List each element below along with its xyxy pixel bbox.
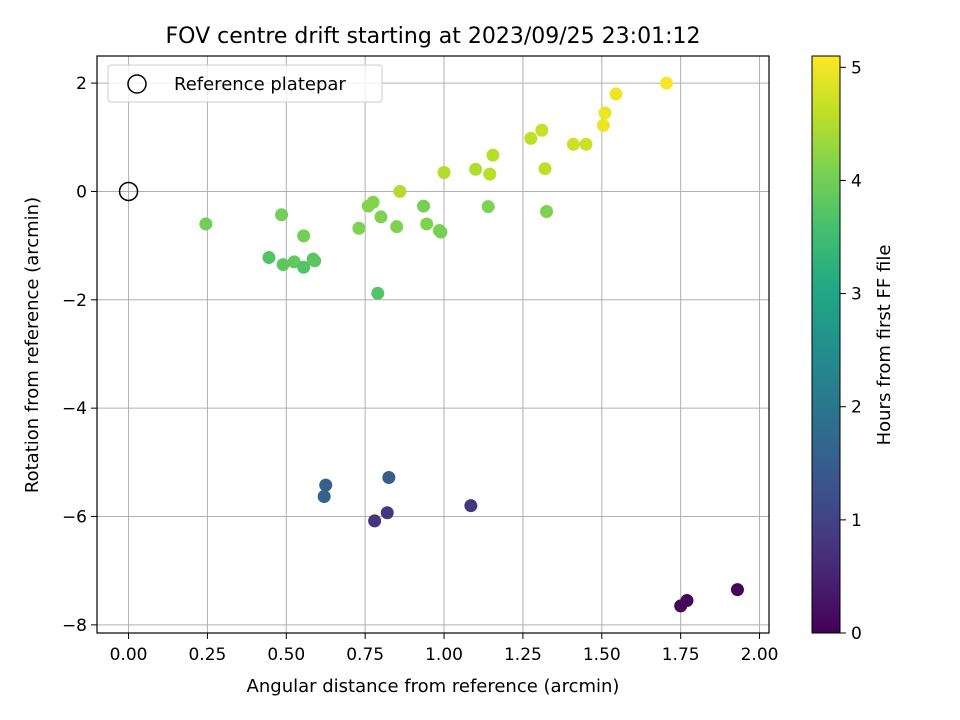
scatter-point (730, 583, 744, 597)
scatter-point (199, 217, 213, 231)
x-tick-label: 2.00 (741, 645, 779, 665)
scatter-point (420, 217, 434, 231)
colorbar: 0 1 2 3 4 5 Hours from first FF file (811, 55, 895, 644)
colorbar-tick-label: 0 (851, 624, 862, 644)
scatter-point (540, 204, 554, 218)
scatter-point (434, 225, 448, 239)
scatter-point (469, 162, 483, 176)
scatter-point (659, 76, 673, 90)
scatter-point (566, 137, 580, 151)
colorbar-label: Hours from first FF file (874, 245, 895, 446)
scatter-point (262, 251, 276, 265)
x-tick-label: 1.00 (425, 645, 463, 665)
scatter-point (579, 137, 593, 151)
scatter-point (524, 131, 538, 145)
scatter-point (483, 167, 497, 181)
scatter-point (674, 599, 688, 613)
legend-label: Reference platepar (174, 74, 346, 95)
scatter-point (393, 184, 407, 198)
scatter-point (352, 221, 366, 235)
scatter-point (287, 255, 301, 269)
scatter-point (535, 123, 549, 137)
scatter-point (598, 106, 612, 120)
colorbar-tick-label: 5 (851, 58, 862, 78)
legend: Reference platepar (107, 64, 383, 103)
x-tick-label: 1.50 (583, 645, 621, 665)
scatter-point (297, 229, 311, 243)
y-tick-label: −6 (62, 508, 87, 528)
scatter-point (317, 489, 331, 503)
scatter-point (275, 208, 289, 222)
scatter-point (382, 471, 396, 485)
scatter-point (486, 148, 500, 162)
x-tick-label: 0.75 (346, 645, 384, 665)
scatter-point (481, 200, 495, 214)
scatter-point (417, 199, 431, 213)
scatter-point (371, 286, 385, 300)
scatter-point (538, 162, 552, 176)
scatter-point (319, 478, 333, 492)
scatter-point (380, 506, 394, 520)
scatter-point (464, 499, 478, 513)
x-tick-label: 0.25 (188, 645, 226, 665)
colorbar-tick-label: 3 (851, 285, 862, 305)
colorbar-tick-label: 1 (851, 511, 862, 531)
chart-title: FOV centre drift starting at 2023/09/25 … (166, 24, 701, 49)
y-tick-label: −8 (62, 616, 87, 636)
x-axis-ticks: 0.00 0.25 0.50 0.75 1.00 1.25 1.50 1.75 2.00 (110, 633, 779, 665)
y-tick-label: 0 (76, 182, 87, 202)
y-tick-label: −4 (62, 399, 87, 419)
scatter-point (366, 195, 380, 209)
x-tick-label: 1.25 (504, 645, 542, 665)
scatter-point (308, 254, 322, 268)
reference-platepar-marker (118, 181, 139, 202)
y-axis-label: Rotation from reference (arcmin) (22, 197, 43, 493)
colorbar-ticks: 0 1 2 3 4 5 (840, 58, 862, 644)
scatter-point (374, 210, 388, 224)
scatter-point (276, 258, 290, 272)
y-tick-label: −2 (62, 291, 87, 311)
scatter-point (609, 87, 623, 101)
colorbar-tick-label: 2 (851, 398, 862, 418)
legend-marker (127, 74, 147, 94)
colorbar-gradient (812, 56, 840, 633)
x-tick-label: 0.00 (110, 645, 148, 665)
plot-frame (96, 55, 770, 634)
scatter-point (368, 514, 382, 528)
colorbar-frame (811, 55, 841, 634)
y-axis-ticks: 2 0 −2 −4 −6 −8 (62, 74, 97, 636)
grid-lines (97, 56, 769, 633)
colorbar-tick-label: 4 (851, 171, 862, 191)
scatter-point (596, 118, 610, 132)
x-axis-label: Angular distance from reference (arcmin) (247, 676, 620, 697)
y-tick-label: 2 (76, 74, 87, 94)
scatter-point (297, 260, 311, 274)
scatter-point (390, 220, 404, 234)
scatter-point (437, 165, 451, 179)
x-tick-label: 1.75 (662, 645, 700, 665)
data-points (199, 76, 744, 613)
legend-box (107, 64, 383, 103)
x-tick-label: 0.50 (267, 645, 305, 665)
